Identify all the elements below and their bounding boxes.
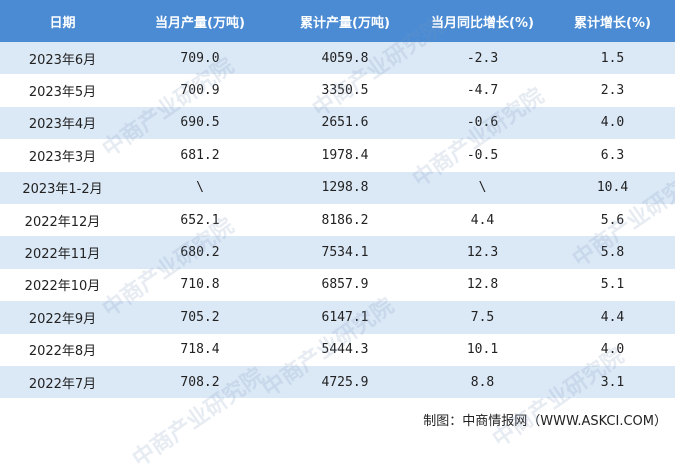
table-cell: 2022年9月 [0,301,125,334]
table-cell: 3350.5 [275,74,415,107]
header-row: 日期 当月产量(万吨) 累计产量(万吨) 当月同比增长(%) 累计增长(%) [0,0,675,42]
table-cell: 2023年3月 [0,139,125,172]
table-cell: \ [415,171,550,204]
table-cell: 4.0 [550,106,675,140]
table-cell: 718.4 [125,333,275,366]
table-cell: 2.3 [550,74,675,107]
table-row: 2023年6月 709.0 4059.8 -2.3 1.5 [0,42,675,75]
table-row: 2023年1-2月 \ 1298.8 \ 10.4 [0,171,675,204]
table-cell: 705.2 [125,301,275,334]
header-cell: 日期 [0,0,125,42]
table-cell: 4.4 [415,203,550,237]
table-cell: 3.1 [550,365,675,399]
table-row: 2022年10月 710.8 6857.9 12.8 5.1 [0,268,675,302]
table-cell: 2022年10月 [0,268,125,302]
table-cell: 4.0 [550,333,675,366]
table-cell: 2023年5月 [0,74,125,107]
table-cell: 6147.1 [275,301,415,334]
table-cell: -4.7 [415,74,550,107]
table-cell: 2022年12月 [0,203,125,237]
table-cell: 708.2 [125,365,275,399]
table-cell: 12.3 [415,236,550,269]
table-cell: 680.2 [125,236,275,269]
table-cell: 4725.9 [275,365,415,399]
table-cell: 8186.2 [275,203,415,237]
table-cell: 5.6 [550,203,675,237]
table-row: 2023年3月 681.2 1978.4 -0.5 6.3 [0,139,675,172]
table-cell: 12.8 [415,268,550,302]
table-cell: 5.1 [550,268,675,302]
table-row: 2022年8月 718.4 5444.3 10.1 4.0 [0,333,675,366]
table-cell: 1978.4 [275,139,415,172]
table-cell: 6857.9 [275,268,415,302]
table-cell: 4.4 [550,301,675,334]
table-cell: 2651.6 [275,106,415,140]
table-cell: -0.5 [415,139,550,172]
table-cell: 7.5 [415,301,550,334]
table-cell: 6.3 [550,139,675,172]
table-cell: 10.4 [550,171,675,204]
table-cell: 8.8 [415,365,550,399]
table-cell: 709.0 [125,42,275,75]
table-cell: -2.3 [415,42,550,75]
header-cell: 当月同比增长(%) [415,0,550,42]
table-cell: 4059.8 [275,42,415,75]
table-cell: 700.9 [125,74,275,107]
table-cell: 10.1 [415,333,550,366]
table-cell: 5444.3 [275,333,415,366]
table-cell: 710.8 [125,268,275,302]
header-cell: 累计产量(万吨) [275,0,415,42]
table-cell: 1.5 [550,42,675,75]
table-cell: 5.8 [550,236,675,269]
table-cell: 652.1 [125,203,275,237]
table-cell: 2022年7月 [0,365,125,399]
header-cell: 累计增长(%) [550,0,675,42]
table-cell: 2023年4月 [0,106,125,140]
table-cell: \ [125,171,275,204]
table-row: 2023年5月 700.9 3350.5 -4.7 2.3 [0,74,675,107]
table-cell: -0.6 [415,106,550,140]
table-cell: 7534.1 [275,236,415,269]
table-cell: 2023年1-2月 [0,171,125,204]
table-cell: 681.2 [125,139,275,172]
table-cell: 690.5 [125,106,275,140]
table-row: 2022年12月 652.1 8186.2 4.4 5.6 [0,203,675,237]
table-cell: 2023年6月 [0,42,125,75]
table-row: 2022年7月 708.2 4725.9 8.8 3.1 [0,365,675,399]
table-row: 2022年9月 705.2 6147.1 7.5 4.4 [0,301,675,334]
footer: 制图：中商情报网（WWW.ASKCI.COM） [423,414,667,429]
header-cell: 当月产量(万吨) [125,0,275,42]
table-cell: 1298.8 [275,171,415,204]
table-row: 2023年4月 690.5 2651.6 -0.6 4.0 [0,106,675,140]
data-table: 日期 当月产量(万吨) 累计产量(万吨) 当月同比增长(%) 累计增长(%) 2023年… [0,0,675,399]
table-cell: 2022年8月 [0,333,125,366]
table-row: 2022年11月 680.2 7534.1 12.3 5.8 [0,236,675,269]
table-cell: 2022年11月 [0,236,125,269]
